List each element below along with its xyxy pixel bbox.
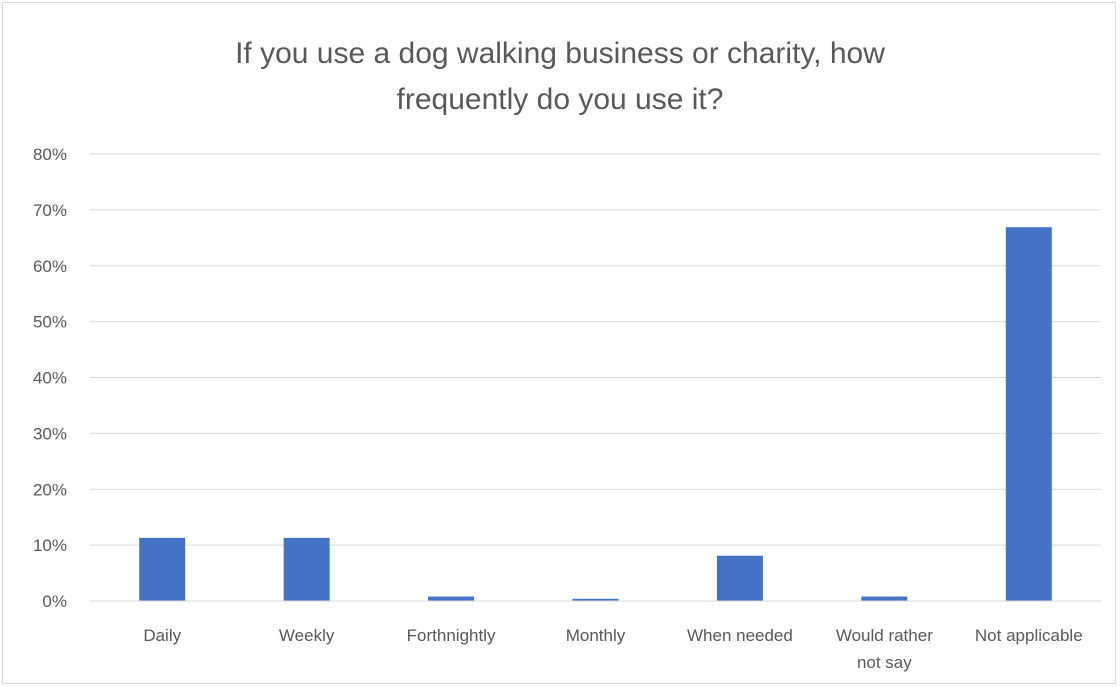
- y-tick-label: 70%: [33, 201, 67, 220]
- bar-not-applicable: [1005, 227, 1052, 602]
- x-category-label: Daily: [143, 626, 181, 645]
- y-tick-label: 10%: [33, 536, 67, 555]
- bar-would-rather-not-say: [861, 596, 908, 601]
- y-tick-label: 80%: [33, 145, 67, 164]
- y-tick-label: 30%: [33, 424, 67, 443]
- x-axis-category-labels: Daily Weekly Forthnightly Monthly When neede…: [143, 626, 1082, 672]
- x-category-label: Forthnightly: [407, 626, 496, 645]
- y-tick-label: 50%: [33, 313, 67, 332]
- x-category-label: Weekly: [279, 626, 335, 645]
- chart-title-line-1: If you use a dog walking business or cha…: [235, 37, 885, 70]
- bar-monthly: [572, 598, 619, 601]
- chart-title: If you use a dog walking business or cha…: [235, 37, 885, 116]
- x-category-label: Would rather not say: [836, 626, 933, 672]
- chart-title-line-2: frequently do you use it?: [397, 83, 724, 116]
- y-tick-label: 20%: [33, 480, 67, 499]
- bar-chart: If you use a dog walking business or cha…: [33, 37, 1101, 672]
- y-tick-label: 60%: [33, 257, 67, 276]
- x-category-label: Monthly: [566, 626, 626, 645]
- x-category-label: Not applicable: [975, 626, 1083, 645]
- y-axis-tick-labels: 0% 10% 20% 30% 40% 50% 60% 70% 80%: [33, 145, 67, 611]
- bar-forthnightly: [428, 596, 475, 601]
- gridlines: [90, 153, 1101, 546]
- y-tick-label: 0%: [42, 592, 67, 611]
- x-category-label: When needed: [687, 626, 793, 645]
- bars: [139, 227, 1052, 602]
- bar-daily: [139, 537, 186, 601]
- bar-weekly: [283, 537, 330, 601]
- bar-when-needed: [716, 555, 763, 601]
- y-tick-label: 40%: [33, 369, 67, 388]
